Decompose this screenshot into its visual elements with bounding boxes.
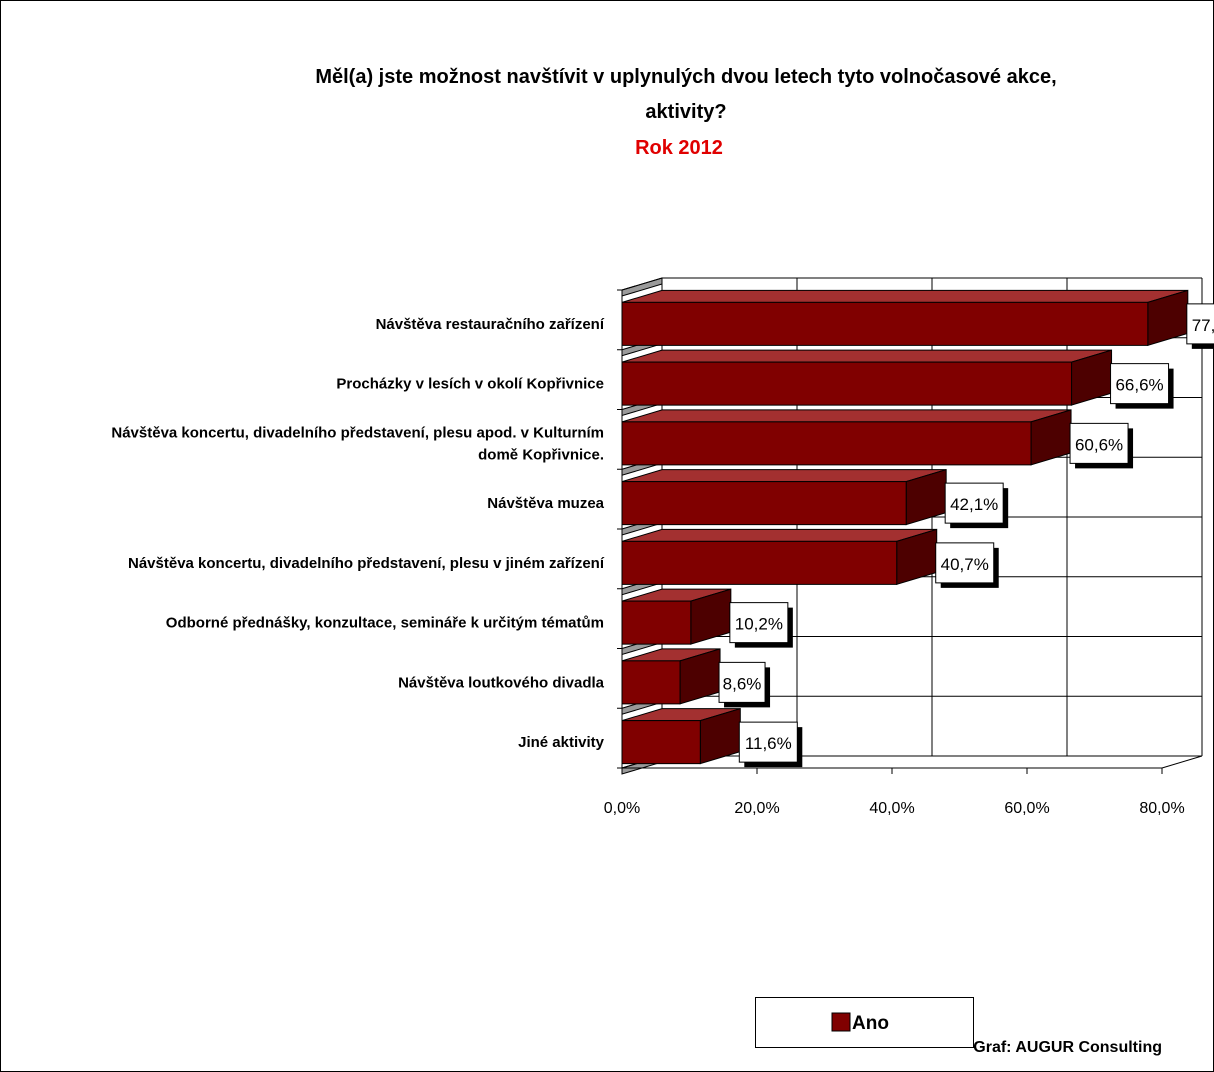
data-label-box [738, 721, 798, 763]
bar [621, 540, 898, 585]
data-label-box [1110, 363, 1170, 405]
plot-area: 77,9% Návštěva restauračního zařízení 66,6… [111, 277, 1214, 817]
chart-subtitle: Rok 2012 [635, 137, 723, 159]
bar [621, 361, 1073, 406]
data-label-box [1069, 422, 1129, 464]
data-label: 10,2% [735, 615, 783, 634]
data-label: 11,6% [745, 734, 792, 753]
bar-top [621, 528, 937, 542]
category-label: Návštěva restauračního zařízení [376, 316, 605, 333]
category-label: Procházky v lesích v okolí Kopřivnice [336, 376, 604, 393]
bar [621, 421, 1032, 466]
data-label: 66,6% [1115, 376, 1163, 395]
x-tick-label: 80,0% [1139, 800, 1184, 817]
data-label: 8,6% [723, 674, 762, 693]
x-tick-label: 60,0% [1004, 800, 1049, 817]
bar [621, 481, 907, 526]
bar-top [621, 349, 1112, 363]
source-credit: Graf: AUGUR Consulting [973, 1039, 1162, 1056]
legend-box [755, 997, 974, 1048]
bar-top [621, 469, 947, 483]
data-label: 60,6% [1075, 435, 1123, 454]
data-label-box [935, 542, 995, 584]
data-label-box [718, 661, 766, 703]
bar [621, 720, 701, 765]
axis-depth-top [621, 277, 663, 291]
category-label: Odborné přednášky, konzultace, semináře … [166, 615, 604, 632]
chart-title-line-2: aktivity? [645, 101, 726, 123]
bar [621, 301, 1149, 346]
x-tick-label: 40,0% [869, 800, 914, 817]
bar-top [621, 409, 1072, 423]
category-label: Návštěva koncertu, divadelního představe… [128, 555, 605, 572]
category-label: Návštěva koncertu, divadelního představe… [111, 424, 604, 441]
data-label-box [1186, 303, 1214, 345]
bar [621, 600, 692, 645]
data-label: 77,9% [1192, 316, 1214, 335]
category-label: Návštěva loutkového divadla [398, 674, 605, 691]
data-label: 40,7% [941, 555, 989, 574]
legend-label: Ano [852, 1013, 889, 1034]
x-tick-label: 0,0% [604, 800, 640, 817]
data-label-box [944, 482, 1004, 524]
x-axis-depth-right [1161, 755, 1203, 769]
category-label: Návštěva muzea [487, 495, 604, 512]
category-label: domě Kopřivnice. [478, 446, 604, 463]
data-label: 42,1% [950, 495, 998, 514]
data-label-box [729, 602, 789, 644]
legend: Ano [755, 997, 974, 1048]
category-label: Jiné aktivity [518, 734, 605, 751]
bar-top [621, 289, 1188, 303]
bar [621, 660, 681, 705]
legend-swatch [831, 1012, 851, 1032]
chart-title-line-1: Měl(a) jste možnost navštívit v uplynulý… [315, 66, 1056, 88]
x-tick-label: 20,0% [734, 800, 779, 817]
